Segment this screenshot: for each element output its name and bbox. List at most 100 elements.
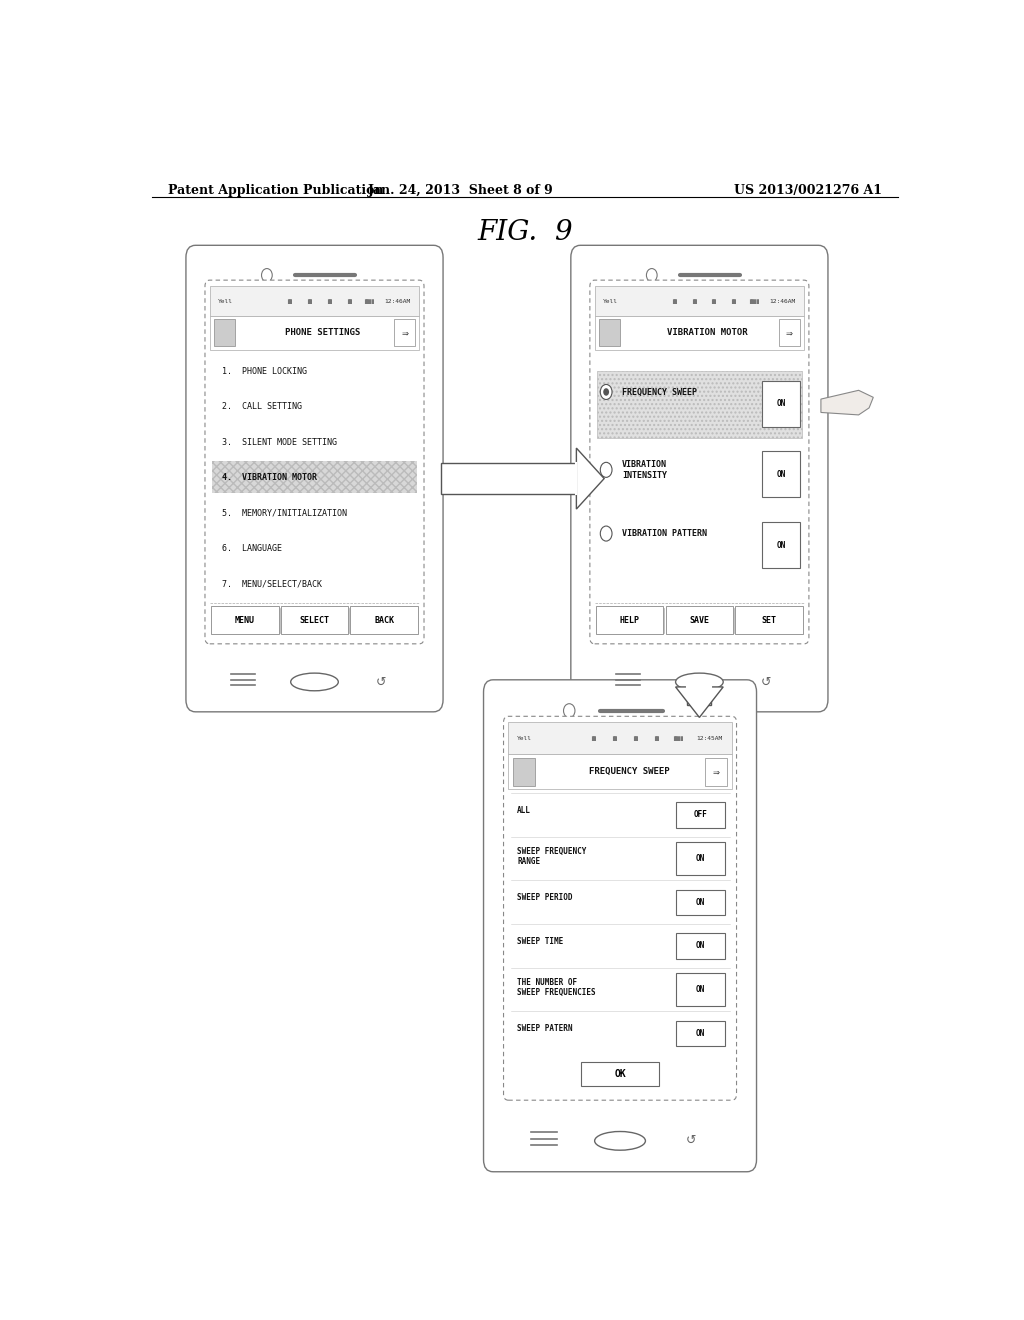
Circle shape	[600, 527, 612, 541]
FancyBboxPatch shape	[504, 717, 736, 1100]
Text: FREQUENCY SWEEP: FREQUENCY SWEEP	[589, 767, 670, 776]
Text: ██: ██	[327, 298, 332, 304]
Text: ON: ON	[696, 854, 706, 863]
Text: 1.  PHONE LOCKING: 1. PHONE LOCKING	[222, 367, 307, 376]
Text: THE NUMBER OF
SWEEP FREQUENCIES: THE NUMBER OF SWEEP FREQUENCIES	[517, 978, 596, 997]
Text: Yell: Yell	[218, 298, 233, 304]
Text: ON: ON	[696, 1028, 706, 1038]
Text: 3.  SILENT MODE SETTING: 3. SILENT MODE SETTING	[222, 438, 337, 446]
Text: HELP: HELP	[620, 615, 640, 624]
Polygon shape	[577, 447, 604, 510]
FancyBboxPatch shape	[186, 246, 443, 711]
Ellipse shape	[261, 268, 272, 281]
Text: ██: ██	[591, 735, 596, 741]
Text: FIG.  9: FIG. 9	[477, 219, 572, 247]
Text: Yell: Yell	[603, 298, 618, 304]
Text: ON: ON	[776, 470, 785, 479]
Bar	[676, 1020, 725, 1045]
Text: ⇒: ⇒	[786, 329, 793, 338]
Text: OFF: OFF	[693, 810, 708, 820]
Text: ON: ON	[696, 985, 706, 994]
Bar	[676, 842, 725, 875]
Text: ON: ON	[696, 941, 706, 950]
Text: VIBRATION MOTOR: VIBRATION MOTOR	[668, 329, 749, 338]
Bar	[508, 754, 732, 789]
Text: 12:45AM: 12:45AM	[696, 735, 723, 741]
Text: ██: ██	[654, 735, 659, 741]
FancyBboxPatch shape	[570, 246, 828, 711]
Bar	[676, 890, 725, 915]
Text: ██: ██	[712, 298, 717, 304]
Text: ████: ████	[749, 298, 759, 304]
Ellipse shape	[595, 1131, 645, 1150]
Text: FREQUENCY SWEEP: FREQUENCY SWEEP	[622, 388, 697, 396]
Text: MENU: MENU	[234, 615, 255, 624]
Text: SWEEP FREQUENCY
RANGE: SWEEP FREQUENCY RANGE	[517, 846, 587, 866]
Text: OK: OK	[614, 1069, 626, 1078]
Bar	[687, 686, 712, 705]
Text: ██: ██	[691, 298, 696, 304]
Ellipse shape	[563, 704, 574, 718]
Text: ██: ██	[346, 298, 351, 304]
Text: 4.  VIBRATION MOTOR: 4. VIBRATION MOTOR	[222, 473, 317, 482]
Text: ████: ████	[673, 735, 683, 741]
Bar	[212, 461, 417, 494]
Text: ██: ██	[672, 298, 677, 304]
Text: 2.  CALL SETTING: 2. CALL SETTING	[222, 403, 302, 412]
Circle shape	[600, 384, 612, 400]
Text: SWEEP PERIOD: SWEEP PERIOD	[517, 894, 572, 903]
Text: ON: ON	[776, 541, 785, 549]
Bar	[676, 973, 725, 1006]
Text: SWEEP TIME: SWEEP TIME	[517, 937, 563, 946]
Bar	[281, 606, 348, 634]
Text: 12:46AM: 12:46AM	[385, 298, 411, 304]
Text: ██: ██	[633, 735, 638, 741]
Text: 7.  MENU/SELECT/BACK: 7. MENU/SELECT/BACK	[222, 579, 323, 589]
Bar	[779, 319, 800, 346]
Bar	[581, 1061, 659, 1086]
Text: VIBRATION PATTERN: VIBRATION PATTERN	[622, 529, 707, 539]
Circle shape	[603, 388, 609, 396]
Text: ⇒: ⇒	[401, 329, 409, 338]
Polygon shape	[676, 686, 723, 718]
Bar	[595, 315, 804, 350]
Text: PHONE SETTINGS: PHONE SETTINGS	[286, 329, 360, 338]
Text: ⇒: ⇒	[713, 767, 720, 776]
Bar	[210, 286, 419, 315]
Bar	[513, 758, 536, 785]
Text: ↺: ↺	[761, 676, 771, 689]
Bar	[596, 606, 664, 634]
Text: 5.  MEMORY/INITIALIZATION: 5. MEMORY/INITIALIZATION	[222, 508, 347, 517]
Bar	[762, 523, 800, 568]
Text: US 2013/0021276 A1: US 2013/0021276 A1	[734, 183, 882, 197]
Text: ALL: ALL	[517, 807, 531, 814]
Text: VIBRATION
INTENSITY: VIBRATION INTENSITY	[622, 461, 667, 479]
Bar	[211, 606, 279, 634]
Text: ██: ██	[307, 298, 311, 304]
Text: Patent Application Publication: Patent Application Publication	[168, 183, 383, 197]
FancyBboxPatch shape	[205, 280, 424, 644]
Text: ██: ██	[287, 298, 292, 304]
FancyBboxPatch shape	[483, 680, 757, 1172]
Bar	[595, 286, 804, 315]
Text: SELECT: SELECT	[299, 615, 330, 624]
Bar	[441, 463, 577, 494]
Bar	[666, 606, 733, 634]
Text: 6.  LANGUAGE: 6. LANGUAGE	[222, 544, 283, 553]
Ellipse shape	[676, 673, 723, 690]
Bar	[762, 380, 800, 426]
Bar	[705, 758, 727, 785]
Text: SAVE: SAVE	[689, 615, 710, 624]
Text: ON: ON	[696, 898, 706, 907]
Text: ON: ON	[776, 399, 785, 408]
Text: ↺: ↺	[376, 676, 386, 689]
Text: ↺: ↺	[686, 1134, 696, 1147]
Bar	[394, 319, 415, 346]
Text: Jan. 24, 2013  Sheet 8 of 9: Jan. 24, 2013 Sheet 8 of 9	[369, 183, 554, 197]
Bar	[508, 722, 732, 754]
Bar	[676, 803, 725, 828]
FancyBboxPatch shape	[590, 280, 809, 644]
Bar	[210, 315, 419, 350]
Text: BACK: BACK	[375, 615, 394, 624]
Bar	[735, 606, 803, 634]
